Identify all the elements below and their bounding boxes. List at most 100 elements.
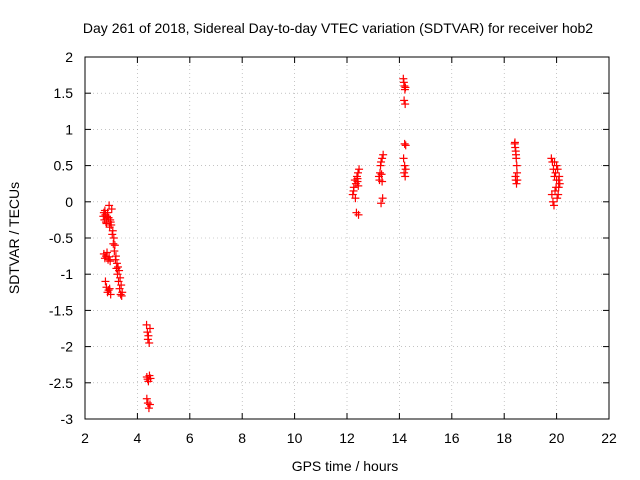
data-point (145, 324, 154, 333)
data-point (117, 291, 126, 300)
data-point (106, 290, 115, 299)
data-point (401, 100, 410, 109)
x-tick-label: 8 (238, 430, 246, 446)
data-point (142, 320, 151, 329)
data-point (106, 257, 115, 266)
x-tick-label: 20 (549, 430, 565, 446)
data-point (400, 161, 409, 170)
data-point (510, 138, 519, 147)
data-point (106, 215, 115, 224)
data-point (400, 139, 409, 148)
x-tick-label: 22 (601, 430, 617, 446)
data-point (549, 201, 558, 210)
data-point (103, 248, 112, 257)
data-point (100, 206, 109, 215)
data-point (110, 247, 119, 256)
data-point (351, 194, 360, 203)
data-point (513, 168, 522, 177)
data-point (105, 252, 114, 261)
x-tick-label: 18 (496, 430, 512, 446)
data-point (400, 168, 409, 177)
data-point (115, 284, 124, 293)
data-point (401, 83, 410, 92)
x-tick-label: 16 (444, 430, 460, 446)
chart-title: Day 261 of 2018, Sidereal Day-to-day VTE… (83, 20, 593, 36)
data-point (142, 394, 151, 403)
data-point (377, 170, 386, 179)
data-point (354, 181, 363, 190)
y-tick-label: 2 (65, 49, 73, 65)
y-tick-label: -3 (61, 411, 74, 427)
data-point (511, 150, 520, 159)
x-tick-label: 14 (392, 430, 408, 446)
data-point (376, 161, 385, 170)
y-tick-label: 1 (65, 121, 73, 137)
y-tick-label: -0.5 (49, 230, 73, 246)
data-point (353, 174, 362, 183)
data-point (101, 277, 110, 286)
data-point (548, 197, 557, 206)
y-axis-ticks: -3 -2.5 -2 -1.5 -1 -0.5 0 0.5 1 1.5 2 (49, 49, 609, 427)
data-point (377, 199, 386, 208)
data-point (399, 154, 408, 163)
y-tick-label: -1 (61, 266, 74, 282)
data-point (401, 165, 410, 174)
data-point (349, 186, 358, 195)
data-point (512, 179, 521, 188)
x-axis-label: GPS time / hours (292, 458, 399, 474)
data-point (400, 96, 409, 105)
data-point (554, 183, 563, 192)
y-tick-label: -2 (61, 339, 74, 355)
data-point (111, 255, 120, 264)
x-tick-label: 10 (287, 430, 303, 446)
data-point (354, 210, 363, 219)
y-tick-label: -2.5 (49, 375, 73, 391)
x-tick-label: 2 (81, 430, 89, 446)
data-point (144, 404, 153, 413)
data-point (376, 168, 385, 177)
data-point (511, 176, 520, 185)
data-point (146, 374, 155, 383)
x-tick-label: 6 (186, 430, 194, 446)
data-point (112, 264, 121, 273)
data-point (378, 194, 387, 203)
y-axis-label: SDTVAR / TECUs (6, 182, 22, 294)
data-point (553, 165, 562, 174)
data-point (550, 157, 559, 166)
data-point (355, 165, 364, 174)
y-tick-label: 0.5 (54, 158, 74, 174)
x-tick-label: 4 (134, 430, 142, 446)
data-point (116, 290, 125, 299)
x-axis-ticks: 2 4 6 8 10 12 14 16 18 20 22 (81, 57, 617, 446)
grid (85, 57, 609, 419)
data-point (105, 201, 114, 210)
data-point (547, 190, 556, 199)
data-point (107, 220, 116, 229)
data-point (552, 176, 561, 185)
data-point (105, 284, 114, 293)
data-point (553, 194, 562, 203)
y-tick-label: 0 (65, 194, 73, 210)
data-point (114, 277, 123, 286)
data-point (114, 262, 123, 271)
y-tick-label: -1.5 (49, 302, 73, 318)
data-point (401, 141, 410, 150)
y-tick-label: 1.5 (54, 85, 74, 101)
x-tick-label: 12 (339, 430, 355, 446)
data-points (99, 74, 564, 413)
data-point (144, 331, 153, 340)
data-point (145, 400, 154, 409)
data-point (113, 270, 122, 279)
data-point (145, 338, 154, 347)
data-point (378, 154, 387, 163)
data-point (379, 150, 388, 159)
data-point (378, 177, 387, 186)
data-point (101, 218, 110, 227)
data-point (104, 286, 113, 295)
data-point (108, 230, 117, 239)
data-point (109, 239, 118, 248)
data-point (401, 172, 410, 181)
data-point (512, 161, 521, 170)
